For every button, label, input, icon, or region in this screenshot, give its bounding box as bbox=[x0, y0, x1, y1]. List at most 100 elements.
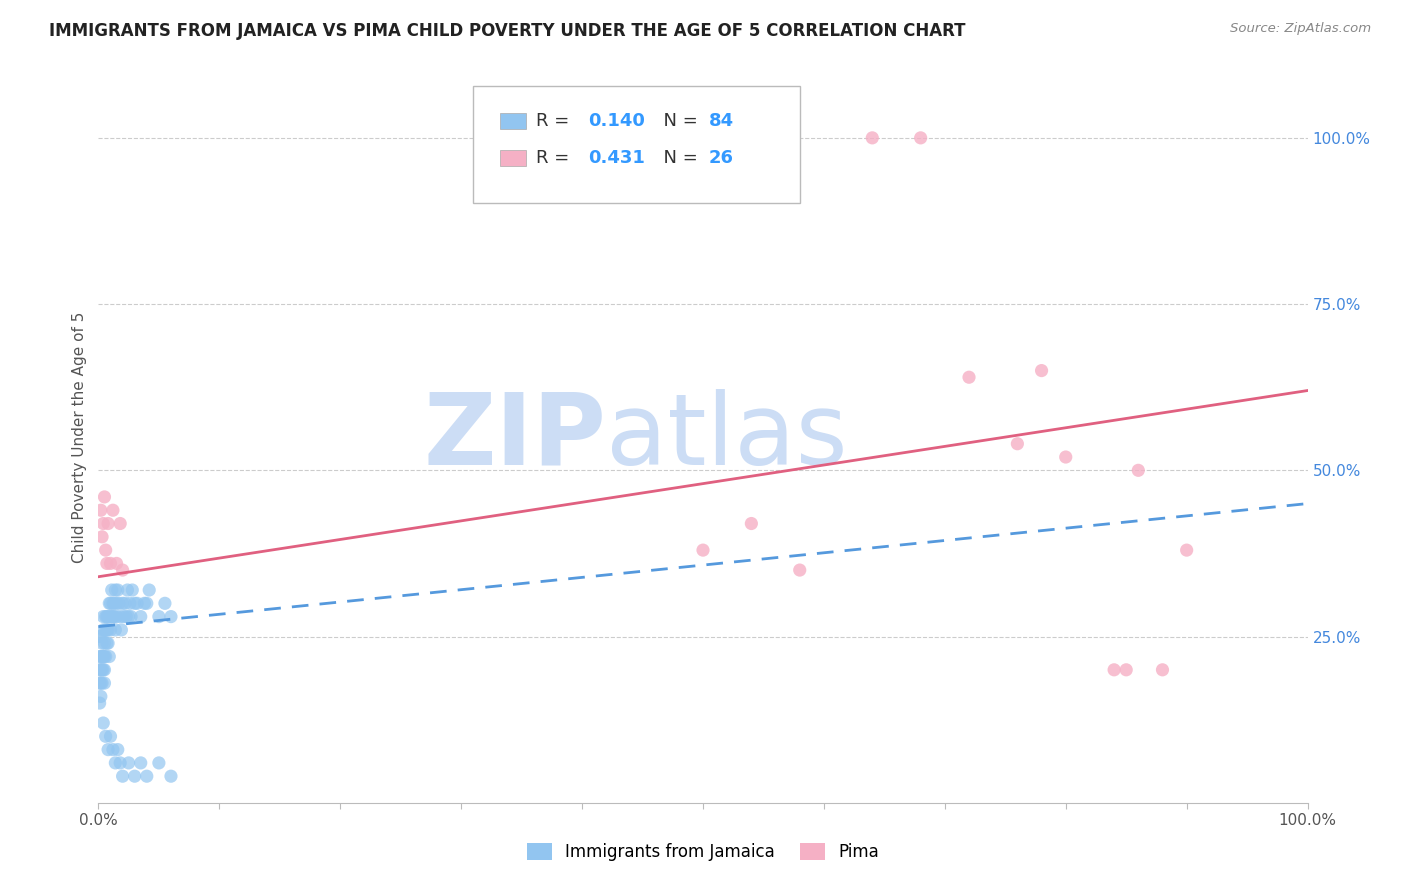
Point bbox=[135, 596, 157, 610]
Point bbox=[101, 503, 124, 517]
Point bbox=[96, 609, 118, 624]
Point bbox=[110, 623, 132, 637]
Point bbox=[91, 516, 114, 531]
Point bbox=[153, 596, 176, 610]
Point bbox=[118, 756, 141, 770]
Point bbox=[104, 582, 127, 597]
Point bbox=[107, 742, 129, 756]
Point bbox=[127, 596, 149, 610]
Point bbox=[160, 769, 183, 783]
Point bbox=[94, 609, 117, 624]
Text: R =: R = bbox=[536, 112, 575, 130]
Point bbox=[860, 131, 883, 145]
Point bbox=[120, 609, 142, 624]
Point bbox=[90, 663, 112, 677]
Point bbox=[100, 596, 122, 610]
Point bbox=[111, 769, 134, 783]
Text: 0.431: 0.431 bbox=[588, 149, 645, 167]
Point bbox=[97, 609, 120, 624]
Point bbox=[118, 596, 141, 610]
Point bbox=[118, 609, 141, 624]
Point bbox=[91, 676, 114, 690]
Text: N =: N = bbox=[652, 112, 704, 130]
Point bbox=[90, 676, 112, 690]
Text: 26: 26 bbox=[709, 149, 734, 167]
Point bbox=[89, 676, 111, 690]
Point bbox=[108, 596, 131, 610]
Point bbox=[98, 649, 121, 664]
Text: 0.140: 0.140 bbox=[588, 112, 645, 130]
Point bbox=[910, 131, 932, 145]
Point bbox=[100, 729, 122, 743]
Point bbox=[100, 582, 122, 597]
Point bbox=[100, 623, 122, 637]
Point bbox=[129, 756, 152, 770]
Point bbox=[97, 742, 120, 756]
Point bbox=[91, 636, 114, 650]
Point bbox=[121, 582, 143, 597]
Point bbox=[104, 623, 127, 637]
Point bbox=[1031, 363, 1053, 377]
Point bbox=[97, 516, 120, 531]
FancyBboxPatch shape bbox=[501, 113, 526, 129]
Point bbox=[91, 623, 114, 637]
Text: IMMIGRANTS FROM JAMAICA VS PIMA CHILD POVERTY UNDER THE AGE OF 5 CORRELATION CHA: IMMIGRANTS FROM JAMAICA VS PIMA CHILD PO… bbox=[49, 22, 966, 40]
Text: Source: ZipAtlas.com: Source: ZipAtlas.com bbox=[1230, 22, 1371, 36]
Point bbox=[1102, 663, 1125, 677]
Point bbox=[740, 516, 762, 531]
Point bbox=[148, 609, 170, 624]
Point bbox=[148, 756, 170, 770]
Point bbox=[91, 663, 114, 677]
Point bbox=[108, 609, 131, 624]
Point bbox=[1054, 450, 1077, 464]
Point bbox=[91, 649, 114, 664]
Point bbox=[89, 696, 111, 710]
Point bbox=[91, 530, 114, 544]
Point bbox=[90, 630, 112, 644]
Point bbox=[789, 563, 811, 577]
Point bbox=[94, 729, 117, 743]
Point bbox=[94, 649, 117, 664]
Point bbox=[103, 596, 125, 610]
Y-axis label: Child Poverty Under the Age of 5: Child Poverty Under the Age of 5 bbox=[72, 311, 87, 563]
Point bbox=[111, 596, 134, 610]
Point bbox=[108, 516, 131, 531]
Point bbox=[692, 543, 714, 558]
Point bbox=[124, 596, 146, 610]
Point bbox=[100, 609, 122, 624]
Point bbox=[957, 370, 980, 384]
Point bbox=[1128, 463, 1150, 477]
Point bbox=[101, 609, 124, 624]
Point bbox=[138, 582, 160, 597]
Point bbox=[91, 663, 114, 677]
Point bbox=[105, 609, 128, 624]
Point bbox=[94, 543, 117, 558]
Text: ZIP: ZIP bbox=[423, 389, 606, 485]
Point bbox=[93, 676, 115, 690]
Text: N =: N = bbox=[652, 149, 704, 167]
Point bbox=[134, 596, 156, 610]
Point bbox=[100, 557, 122, 571]
Point bbox=[112, 609, 135, 624]
Point bbox=[96, 636, 118, 650]
Point bbox=[135, 769, 157, 783]
Point bbox=[108, 756, 131, 770]
Point bbox=[96, 557, 118, 571]
Point bbox=[111, 563, 134, 577]
Point bbox=[93, 663, 115, 677]
Point bbox=[93, 649, 115, 664]
Point bbox=[1152, 663, 1174, 677]
Point bbox=[101, 742, 124, 756]
FancyBboxPatch shape bbox=[501, 150, 526, 166]
Point bbox=[100, 609, 122, 624]
Point bbox=[97, 623, 120, 637]
Point bbox=[89, 630, 111, 644]
Point bbox=[1175, 543, 1198, 558]
Point bbox=[105, 596, 128, 610]
Point bbox=[104, 756, 127, 770]
Point bbox=[105, 557, 128, 571]
Point bbox=[101, 596, 124, 610]
Text: 84: 84 bbox=[709, 112, 734, 130]
Point bbox=[160, 609, 183, 624]
Point bbox=[93, 490, 115, 504]
